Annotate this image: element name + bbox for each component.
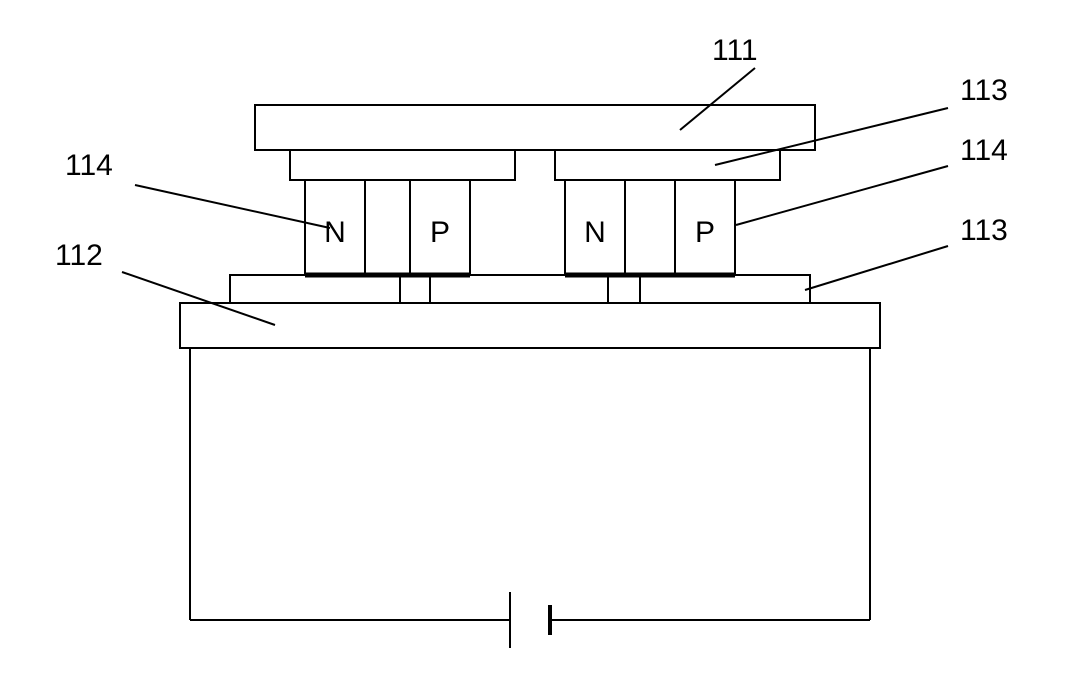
pn-n2: N: [584, 216, 606, 249]
pn-p2: P: [695, 216, 715, 249]
label-right_P: 114: [960, 134, 1008, 167]
label-lower_conn_r: 113: [960, 214, 1008, 247]
label-left_N: 114: [65, 149, 113, 182]
top-plate: [255, 105, 815, 150]
pn-n1: N: [324, 216, 346, 249]
label-top_plate: 111: [712, 34, 758, 67]
lower-connector-right: [640, 275, 810, 303]
diagram-canvas: N P N P 111 113 114 113 114 112: [0, 0, 1080, 698]
pn-p1: P: [430, 216, 450, 249]
upper-connector-right: [555, 150, 780, 180]
lower-connector-middle: [430, 275, 608, 303]
bottom-plate: [180, 303, 880, 348]
label-upper_conn_r: 113: [960, 74, 1008, 107]
lower-connector-left: [230, 275, 400, 303]
label-bottom_plate: 112: [55, 239, 103, 272]
upper-connector-left: [290, 150, 515, 180]
